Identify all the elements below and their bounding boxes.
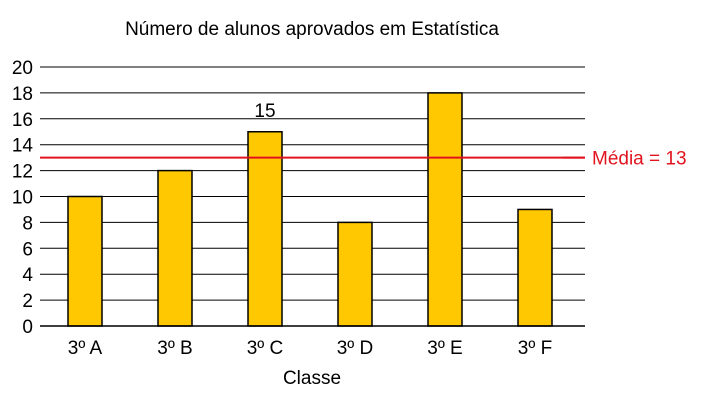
gridlines [40,66,585,301]
x-tick-label: 3º A [68,338,103,359]
y-tick-label: 16 [12,110,33,131]
bar [157,169,193,327]
x-tick-label: 3º C [247,338,284,359]
bars [67,92,553,327]
chart-title: Número de alunos aprovados em Estatístic… [125,19,499,40]
y-tick-label: 18 [12,84,33,105]
y-tick-label: 6 [22,239,33,260]
y-tick-label: 0 [22,317,33,338]
y-tick-label: 2 [22,291,33,312]
reference-legend-label: Média = 13 [592,149,687,170]
bar [517,208,553,327]
x-tick-label: 3º E [427,338,462,359]
x-axis-label: Classe [283,368,341,389]
x-axis-ticks: 3º A 3º B 3º C 3º D 3º E 3º F [68,338,552,359]
y-tick-label: 14 [12,136,34,157]
x-tick-label: 3º F [518,338,552,359]
bar [67,195,103,327]
bar [247,131,283,327]
y-tick-label: 20 [12,58,33,79]
y-tick-label: 12 [12,162,33,183]
bar [337,221,373,327]
x-tick-label: 3º D [337,338,374,359]
data-labels: 15 [254,101,275,122]
y-axis-ticks: 0 2 4 6 8 10 12 14 16 18 20 [12,58,34,338]
y-tick-label: 8 [22,213,33,234]
x-tick-label: 3º B [157,338,192,359]
y-tick-label: 4 [22,265,33,286]
bar [427,92,463,327]
y-tick-label: 10 [12,188,33,209]
reference-legend: Média = 13 [563,149,687,170]
data-label: 15 [254,101,275,122]
